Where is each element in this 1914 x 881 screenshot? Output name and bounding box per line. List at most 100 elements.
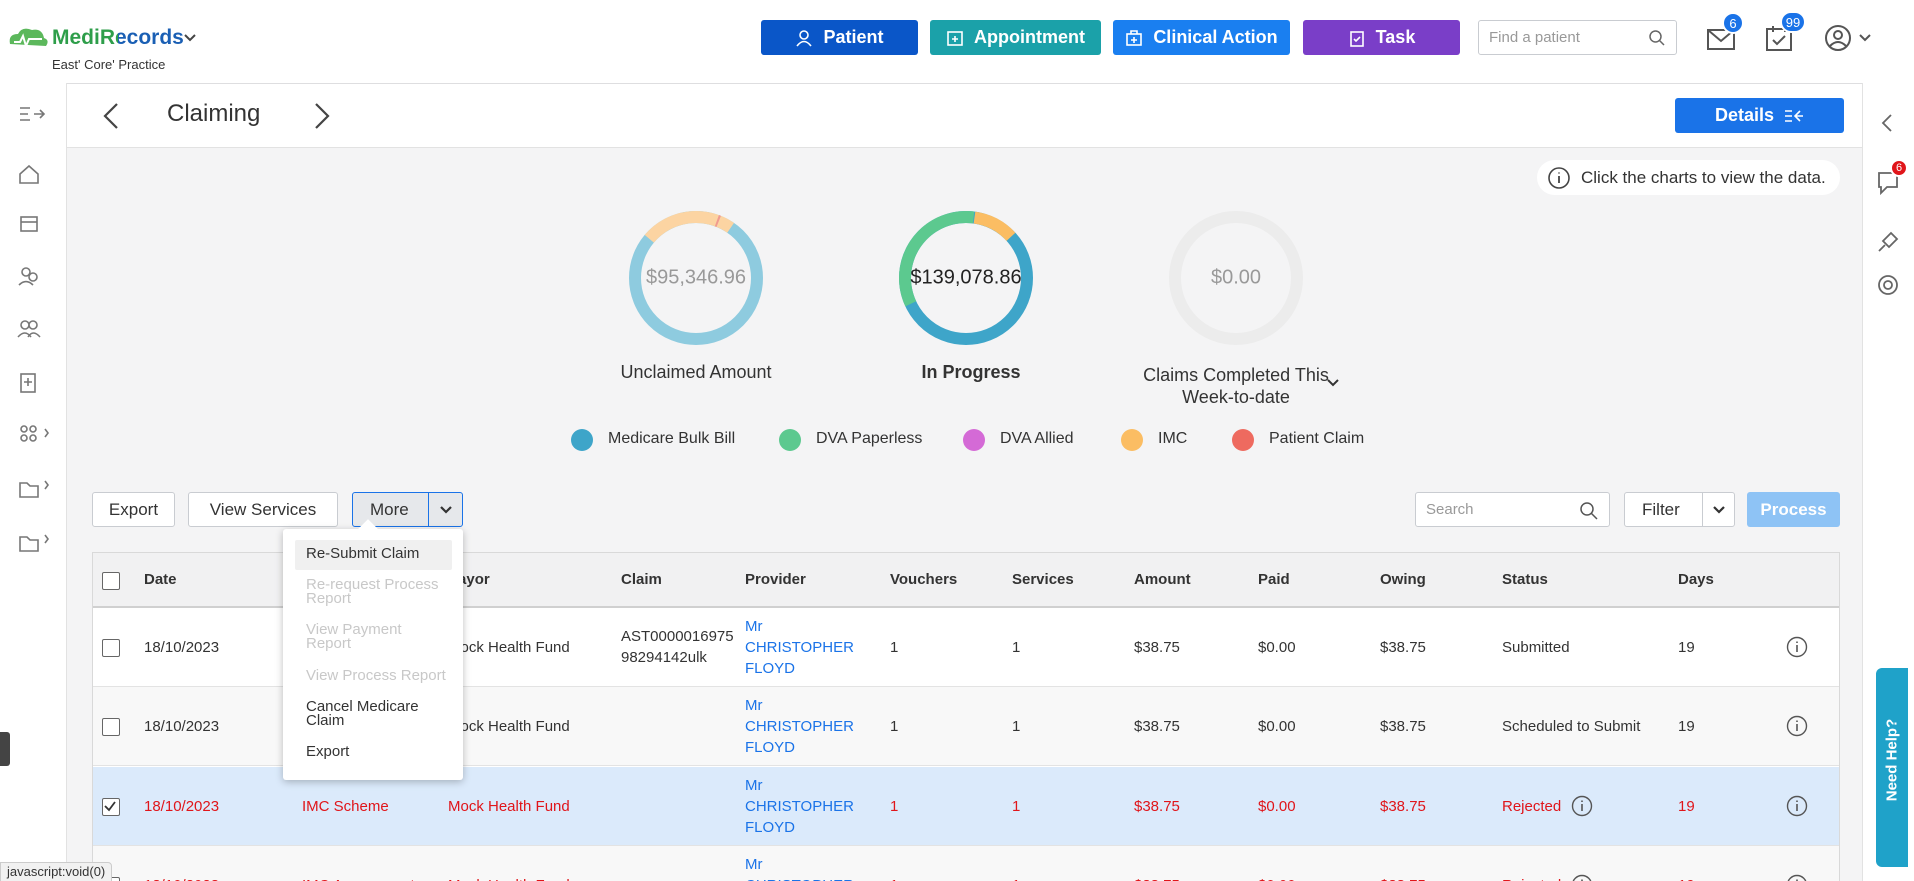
table-cell: 1 [1012,846,1020,881]
left-tab[interactable] [0,732,10,766]
details-button[interactable]: Details [1675,98,1844,133]
column-header: Vouchers [890,571,958,588]
menu-item: View Process Report [306,667,446,684]
status-bar: javascript:void(0) [0,862,113,881]
side-badge: 6 [1890,159,1908,177]
info-icon[interactable] [1571,795,1593,817]
table-cell: Mr CHRISTOPHER FLOYD [745,687,870,765]
cell-text: 19 [1678,638,1695,656]
brand-chevron[interactable] [183,33,197,43]
cell-text: $0.00 [1258,717,1296,735]
table-cell: 1 [1012,687,1020,765]
mail-badge: 6 [1722,12,1744,34]
chevron [1713,506,1725,514]
menu-item[interactable]: Export [306,743,350,760]
table-cell: Rejected [1502,767,1593,845]
table-cell: Mr CHRISTOPHER FLOYD [745,846,870,881]
cell-text: $0.00 [1258,875,1296,881]
process-button[interactable]: Process [1747,492,1840,527]
filter-button[interactable]: Filter [1624,492,1735,527]
user-menu[interactable] [1824,24,1878,52]
table-cell: $38.75 [1380,687,1426,765]
label: Filter [1642,499,1680,519]
help-tab[interactable]: Need Help? [1876,668,1908,867]
info-icon[interactable] [1571,874,1593,881]
icon [796,29,813,47]
checkbox[interactable] [102,572,120,590]
left-sidebar [0,83,67,881]
menu-item: View Payment Report [306,621,402,652]
sidebar-icons[interactable] [0,83,66,881]
legend-dot [963,429,985,451]
back-arrow[interactable] [101,102,121,130]
clinical-action-button[interactable]: Clinical Action [1113,20,1290,55]
cell-text: 18/10/2023 [144,717,220,735]
view-services-button[interactable]: View Services [188,492,338,527]
checkbox[interactable] [102,639,120,657]
table-search[interactable]: Search [1415,492,1610,527]
column-header: Provider [745,571,806,588]
claims-table: Date Payor Claim Provider Vouchers Services Am… [92,552,1840,881]
table-cell: $38.75 [1134,608,1180,686]
patient-button[interactable]: Patient [761,20,918,55]
info-icon[interactable] [1786,636,1808,658]
cell-text: 1 [890,717,899,735]
info-icon [1548,166,1570,189]
page-title: Claiming [167,100,261,127]
chevron [440,506,452,514]
summary-label: In Progress [921,362,1021,382]
info-text: Click the charts to view the data. [1581,167,1826,187]
cell-text: Rejected [1502,875,1561,881]
legend-label: DVA Paperless [816,430,923,447]
table-cell: Mock Health Fund [448,846,570,881]
cell-text: Scheduled to Submit [1502,717,1641,735]
icon [1785,109,1804,122]
appointment-button[interactable]: Appointment [930,20,1101,55]
cell-text: 18/10/2023 [144,638,220,656]
cell-text: Mr CHRISTOPHER FLOYD [745,617,854,677]
icon [947,30,963,46]
checkbox[interactable] [102,718,120,736]
summary-amount: $0.00 [1210,266,1262,289]
menu-item[interactable]: Re-Submit Claim [306,545,420,562]
legend-label: IMC [1158,430,1188,447]
table-cell: $0.00 [1258,687,1296,765]
table-cell: $38.75 [1134,846,1180,881]
patient-search[interactable]: Find a patient [1478,20,1677,55]
menu-hover [295,540,452,570]
menu-item[interactable]: Cancel Medicare Claim [306,698,419,729]
table-cell: 1 [890,608,898,686]
legend-label: Patient Claim [1269,430,1365,447]
legend-label: DVA Allied [1000,430,1074,447]
cell-text: 18/10/2023 [144,875,219,881]
cell-text: Mr CHRISTOPHER FLOYD [745,855,854,881]
summary-chevron[interactable] [1326,378,1340,388]
info-icon[interactable] [1786,715,1808,737]
table-cell: 19 [1678,608,1695,686]
table-cell: $0.00 [1258,767,1296,845]
help-label: Need Help? [1883,718,1901,802]
cell-text: IMC Assessment [302,875,415,881]
cell-text: Submitted [1502,638,1570,656]
label: Patient [823,27,884,47]
task-button[interactable]: Task [1303,20,1460,55]
donut-charts[interactable] [600,200,1360,420]
forward-arrow[interactable] [312,102,332,130]
label: Appointment [974,27,1085,47]
table-cell: Scheduled to Submit [1502,687,1640,765]
table-cell: 1 [890,767,898,845]
practice: East' Core' Practice [52,57,166,72]
table-cell: Mock Health Fund [448,608,570,686]
export-button[interactable]: Export [92,492,175,527]
column-header: Paid [1258,571,1290,588]
cell-text: 19 [1678,717,1695,735]
tasks-badge: 99 [1780,11,1806,33]
check [104,801,116,812]
info-icon[interactable] [1786,795,1808,817]
table-cell: 18/10/2023 [144,767,219,845]
info-icon[interactable] [1786,874,1808,881]
cell-text: AST000001697598294142ulk [621,628,734,666]
label: More [370,499,409,519]
checkbox[interactable] [102,798,120,816]
